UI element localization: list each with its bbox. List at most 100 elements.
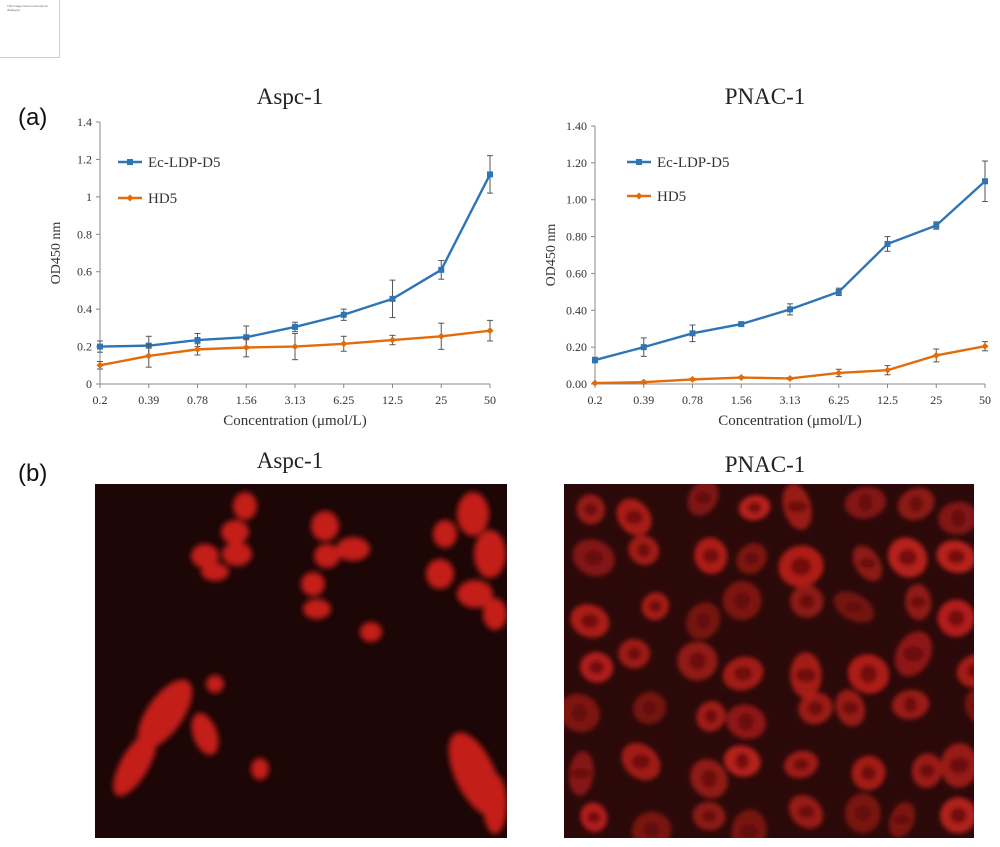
data-point bbox=[982, 178, 988, 185]
cell-nucleus bbox=[858, 493, 873, 513]
data-point bbox=[96, 361, 104, 369]
micrograph-title-aspc: Aspc-1 bbox=[256, 448, 324, 473]
cell-nucleus bbox=[859, 664, 878, 684]
cell-nucleus bbox=[637, 543, 651, 558]
data-point bbox=[486, 327, 494, 335]
y-tick-label: 0.20 bbox=[566, 340, 587, 354]
cell-nucleus bbox=[893, 814, 911, 826]
cell-nucleus bbox=[902, 646, 925, 662]
data-point bbox=[194, 345, 201, 353]
legend-swatch-marker bbox=[127, 159, 133, 165]
x-tick-label: 12.5 bbox=[382, 393, 403, 407]
cell-nucleus bbox=[898, 549, 917, 566]
data-point bbox=[194, 337, 201, 344]
data-point bbox=[438, 266, 445, 273]
data-point bbox=[340, 311, 347, 318]
y-tick-label: 0.8 bbox=[77, 227, 92, 241]
data-point bbox=[981, 342, 989, 350]
y-tick-label: 0.6 bbox=[77, 265, 92, 279]
data-point bbox=[292, 323, 298, 330]
cell-nucleus bbox=[799, 593, 815, 609]
data-point bbox=[640, 344, 647, 351]
cell-nucleus bbox=[858, 557, 877, 569]
data-point bbox=[591, 379, 599, 387]
legend-label: HD5 bbox=[657, 189, 686, 205]
cell-nucleus bbox=[744, 552, 760, 565]
cell-nucleus bbox=[733, 591, 751, 610]
cell-nucleus bbox=[807, 701, 824, 716]
cell-nucleus bbox=[735, 752, 750, 770]
x-tick-label: 6.25 bbox=[828, 393, 849, 407]
data-point bbox=[340, 340, 348, 348]
data-point bbox=[933, 222, 940, 229]
data-point bbox=[145, 352, 153, 360]
data-point bbox=[884, 366, 891, 374]
y-tick-label: 0.2 bbox=[77, 340, 92, 354]
y-tick-label: 0.60 bbox=[566, 266, 587, 280]
chart-title-aspc: Aspc-1 bbox=[256, 84, 324, 109]
data-point bbox=[738, 321, 745, 328]
data-point bbox=[786, 374, 794, 382]
x-axis-label: Concentration (μmol/L) bbox=[718, 413, 861, 429]
chart-pnac: 0.00 0.20 0.40 0.60 0.80 1.00 1.20 1.40 0.2 0.39 0… bbox=[544, 119, 991, 429]
x-tick-label: 50 bbox=[979, 393, 991, 407]
cell-nucleus bbox=[571, 767, 592, 780]
cell-nucleus bbox=[795, 668, 817, 683]
cell-nucleus bbox=[910, 596, 927, 608]
series-line bbox=[594, 180, 986, 362]
series-hd5 bbox=[591, 341, 989, 387]
x-axis-label: Concentration (μmol/L) bbox=[223, 413, 366, 429]
legend-label: HD5 bbox=[148, 191, 177, 207]
y-tick-label: 0.40 bbox=[566, 303, 587, 317]
micrograph-title-pnac: PNAC-1 bbox=[724, 452, 806, 477]
y-tick-label: 0 bbox=[86, 377, 92, 391]
chart-aspc: 00.20.40.60.811.21.40.2 0.39 0.78 1.56 3.13 6… bbox=[50, 115, 496, 429]
cell-nucleus bbox=[947, 609, 965, 627]
legend-swatch-marker bbox=[635, 192, 643, 200]
cell-field bbox=[564, 484, 974, 838]
cell-nucleus bbox=[966, 663, 974, 678]
data-point bbox=[932, 351, 940, 359]
cell-nucleus bbox=[841, 701, 859, 715]
data-point bbox=[689, 330, 696, 337]
series-ec-ldp-d5 bbox=[97, 155, 493, 356]
data-point bbox=[487, 171, 493, 178]
cell-nucleus bbox=[797, 805, 815, 819]
cell-nucleus bbox=[701, 769, 718, 788]
data-point bbox=[389, 295, 396, 302]
cell-nucleus bbox=[844, 601, 864, 614]
cell-nucleus bbox=[701, 809, 717, 823]
cell-nucleus bbox=[853, 805, 872, 822]
panel-label-a: (a) bbox=[18, 104, 48, 131]
cell-nucleus bbox=[909, 495, 924, 513]
legend-swatch-marker bbox=[126, 194, 134, 202]
y-tick-label: 0.00 bbox=[566, 377, 587, 391]
cell bbox=[964, 688, 974, 725]
y-tick-label: 1.2 bbox=[77, 152, 92, 166]
cell-nucleus bbox=[625, 510, 643, 525]
cell-nucleus bbox=[947, 549, 966, 564]
cell-nucleus bbox=[790, 557, 812, 576]
cell-nucleus bbox=[949, 756, 970, 774]
x-tick-label: 0.39 bbox=[633, 393, 654, 407]
legend-label: Ec-LDP-D5 bbox=[657, 155, 729, 171]
x-tick-label: 0.2 bbox=[93, 393, 108, 407]
cell-nucleus bbox=[570, 703, 588, 723]
cell-nucleus bbox=[583, 503, 598, 516]
y-axis-label: OD450 nm bbox=[544, 224, 559, 287]
cell-nucleus bbox=[747, 502, 762, 514]
x-tick-label: 3.13 bbox=[285, 393, 306, 407]
cell-nucleus bbox=[583, 549, 604, 566]
cell-nucleus bbox=[919, 763, 935, 778]
cell-nucleus bbox=[627, 647, 642, 661]
x-tick-label: 1.56 bbox=[731, 393, 752, 407]
micrograph-pnac bbox=[564, 484, 974, 838]
x-tick-label: 50 bbox=[484, 393, 496, 407]
micrograph-pnac-cells bbox=[564, 484, 974, 838]
data-point bbox=[592, 357, 598, 364]
y-tick-label: 0.80 bbox=[566, 230, 587, 244]
cell-nucleus bbox=[589, 660, 605, 675]
placeholder-note: This image cannot currently be displayed… bbox=[7, 4, 49, 12]
cell-nucleus bbox=[793, 758, 809, 771]
x-tick-label: 25 bbox=[435, 393, 447, 407]
